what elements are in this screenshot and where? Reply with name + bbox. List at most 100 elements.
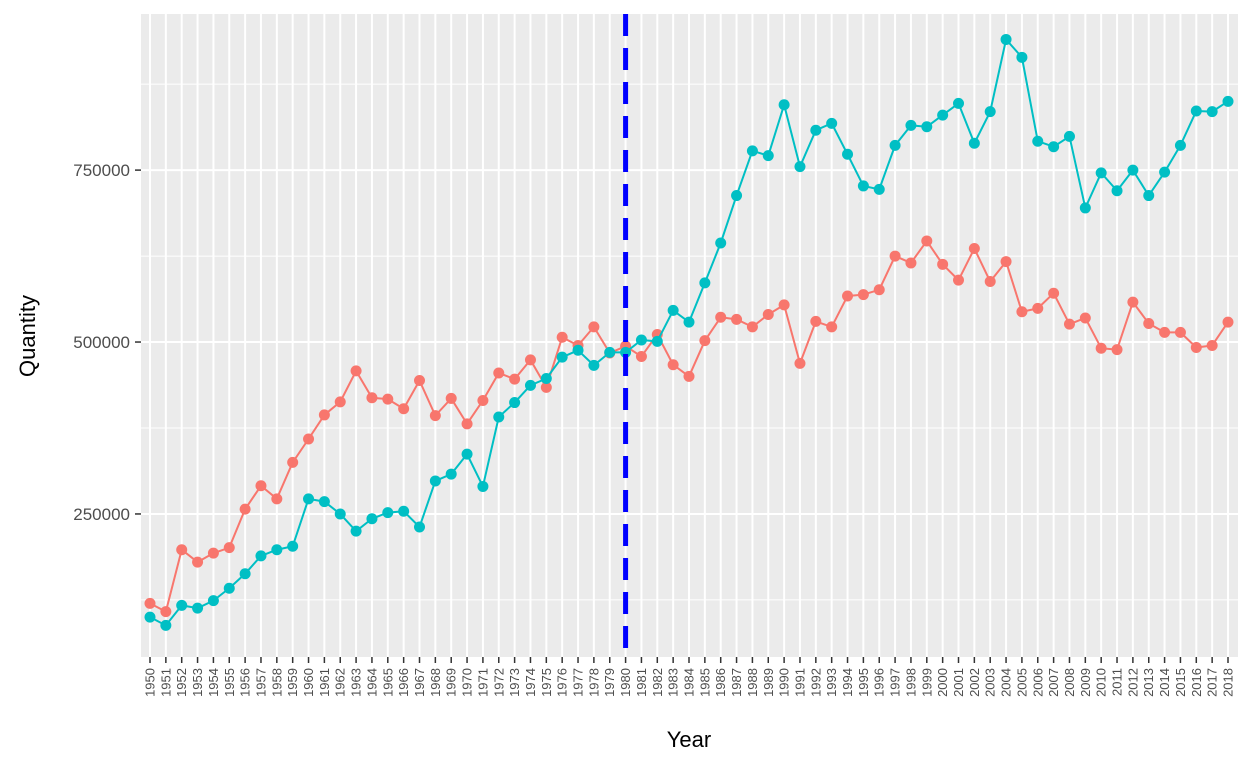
data-point	[239, 503, 251, 515]
x-tick-label: 1989	[761, 668, 776, 697]
data-point	[540, 381, 552, 393]
x-tick-label: 1958	[269, 668, 284, 697]
data-point	[635, 334, 647, 346]
x-tick-label: 1960	[301, 668, 316, 697]
x-tick-label: 2005	[1014, 668, 1029, 697]
data-point	[1190, 342, 1202, 354]
x-tick-label: 1952	[174, 668, 189, 697]
x-tick-label: 1996	[872, 668, 887, 697]
x-tick-label: 1955	[222, 668, 237, 697]
x-tick-label: 1998	[903, 668, 918, 697]
x-tick-label: 1953	[190, 668, 205, 697]
x-tick-label: 2014	[1157, 668, 1172, 697]
data-point	[1206, 339, 1218, 351]
data-point	[1190, 105, 1202, 117]
data-point	[604, 346, 616, 358]
x-tick-label: 1987	[729, 668, 744, 697]
data-point	[778, 99, 790, 111]
data-point	[540, 372, 552, 384]
x-tick-label: 2007	[1046, 668, 1061, 697]
data-point	[889, 139, 901, 151]
x-tick-label: 1972	[491, 668, 506, 697]
data-point	[382, 507, 394, 519]
x-tick-label: 1963	[349, 668, 364, 697]
data-point	[176, 544, 188, 556]
x-tick-label: 1983	[666, 668, 681, 697]
data-point	[588, 359, 600, 371]
series-layer	[144, 33, 1234, 631]
data-point	[588, 321, 600, 333]
x-tick-label: 2015	[1173, 668, 1188, 697]
data-point	[1079, 312, 1091, 324]
x-tick-label: 1974	[523, 668, 538, 697]
data-point	[667, 359, 679, 371]
data-point	[1143, 317, 1155, 329]
data-point	[287, 456, 299, 468]
x-tick-label: 1961	[317, 668, 332, 697]
data-point	[762, 150, 774, 162]
data-point	[794, 161, 806, 173]
data-point	[937, 109, 949, 121]
data-point	[1222, 316, 1234, 328]
x-tick-label: 1959	[285, 668, 300, 697]
data-point	[287, 540, 299, 552]
x-tick-label: 2013	[1141, 668, 1156, 697]
data-point	[1063, 130, 1075, 142]
data-point	[1048, 141, 1060, 153]
data-point	[207, 595, 219, 607]
x-tick-label: 1986	[713, 668, 728, 697]
data-point	[461, 418, 473, 430]
x-tick-label: 1964	[364, 668, 379, 697]
data-point	[1095, 167, 1107, 179]
data-point	[334, 396, 346, 408]
data-point	[810, 315, 822, 327]
data-point	[1016, 306, 1028, 318]
data-point	[905, 119, 917, 131]
x-tick-label: 1957	[253, 668, 268, 697]
x-tick-label: 1969	[444, 668, 459, 697]
data-point	[1000, 33, 1012, 45]
data-point	[398, 505, 410, 517]
data-point	[778, 299, 790, 311]
data-point	[731, 313, 743, 325]
data-point	[968, 243, 980, 255]
data-point	[1111, 185, 1123, 197]
data-point	[1032, 302, 1044, 314]
y-axis-title: Quantity	[15, 295, 40, 377]
data-point	[905, 257, 917, 269]
x-tick-label: 2017	[1205, 668, 1220, 697]
data-point	[414, 521, 425, 533]
data-point	[1159, 326, 1171, 338]
x-tick-label: 1994	[840, 668, 855, 697]
data-point	[1000, 256, 1012, 268]
data-point	[731, 190, 743, 202]
data-point	[651, 335, 663, 347]
data-point	[207, 547, 219, 559]
data-point	[255, 550, 267, 562]
data-point	[144, 611, 156, 623]
data-point	[889, 250, 901, 262]
data-point	[1111, 344, 1123, 356]
x-tick-label: 1950	[143, 668, 158, 697]
x-tick-label: 1991	[792, 668, 807, 697]
x-tick-label: 2018	[1221, 668, 1236, 697]
data-point	[921, 235, 933, 247]
data-point	[303, 433, 315, 445]
x-tick-label: 1999	[919, 668, 934, 697]
x-tick-label: 1997	[888, 668, 903, 697]
data-point	[746, 321, 758, 333]
data-point	[509, 397, 521, 409]
x-tick-label: 1970	[460, 668, 475, 697]
x-tick-label: 2002	[967, 668, 982, 697]
x-tick-label: 1993	[824, 668, 839, 697]
x-tick-label: 1968	[428, 668, 443, 697]
data-point	[1048, 287, 1060, 299]
data-point	[1222, 95, 1234, 107]
x-tick-label: 1951	[158, 668, 173, 697]
data-point	[1079, 202, 1091, 214]
data-point	[857, 180, 869, 192]
data-point	[192, 556, 204, 568]
data-point	[1127, 164, 1139, 176]
data-point	[1063, 318, 1075, 330]
data-point	[953, 274, 964, 286]
